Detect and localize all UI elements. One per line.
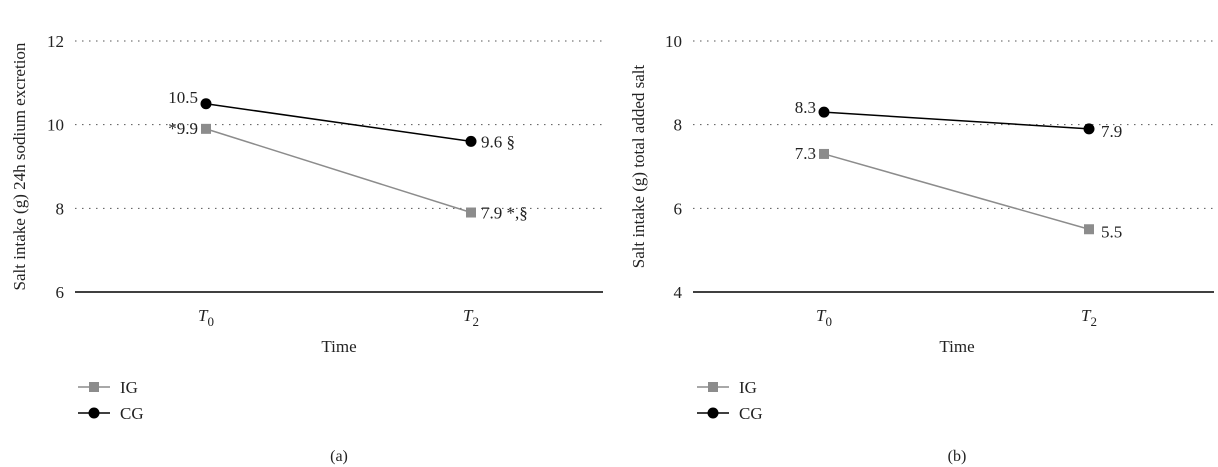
y-tick-label: 6 [674, 199, 683, 218]
x-axis-title: Time [939, 337, 974, 356]
y-axis-title: Salt intake (g) 24h sodium excretion [10, 42, 29, 290]
y-tick-label: 10 [47, 116, 64, 135]
y-axis-title: Salt intake (g) total added salt [629, 64, 648, 268]
series-line-ig [823, 153, 1090, 230]
chart-panel-a: 6 8 10 12 Salt intake (g) 24h sodium excreti… [10, 32, 603, 465]
y-tick-label: 8 [674, 116, 683, 135]
data-label: 7.9 [1101, 122, 1122, 141]
legend-marker-ig [708, 382, 718, 392]
x-tick-label: T0 [816, 306, 832, 329]
legend-label-cg: CG [120, 404, 144, 423]
x-axis-title: Time [321, 337, 356, 356]
data-label: 5.5 [1101, 222, 1122, 241]
chart-panel-b: 4 6 8 10 Salt intake (g) total added salt T0 T… [629, 32, 1214, 465]
x-tick-label: T2 [463, 306, 479, 329]
data-label: 7.9 *,§ [481, 204, 528, 223]
panel-label: (a) [330, 448, 348, 465]
series-line-cg [823, 111, 1090, 130]
data-point-cg [200, 98, 212, 110]
legend-label-ig: IG [120, 378, 138, 397]
panel-label: (b) [948, 448, 967, 465]
y-tick-label: 6 [56, 283, 65, 302]
data-label: 7.3 [795, 144, 816, 163]
y-tick-label: 12 [47, 32, 64, 51]
legend-label-cg: CG [739, 404, 763, 423]
y-tick-label: 10 [665, 32, 682, 51]
legend-marker-ig [89, 382, 99, 392]
data-point-cg [1083, 123, 1095, 135]
legend-marker-cg [707, 407, 719, 419]
data-point-cg [465, 135, 477, 147]
data-point-ig [201, 123, 211, 134]
data-point-cg [818, 106, 830, 118]
data-point-ig [1084, 224, 1094, 235]
data-point-ig [819, 148, 829, 159]
y-tick-label: 4 [674, 283, 683, 302]
legend-label-ig: IG [739, 378, 757, 397]
data-label: *9.9 [168, 119, 198, 138]
data-label: 8.3 [795, 98, 816, 117]
x-tick-label: T2 [1081, 306, 1097, 329]
data-label: 9.6 § [481, 132, 515, 151]
data-label: 10.5 [168, 88, 198, 107]
x-tick-label: T0 [198, 306, 214, 329]
legend-marker-cg [88, 407, 100, 419]
data-point-ig [466, 207, 476, 218]
series-line-ig [205, 128, 472, 214]
series-line-cg [205, 103, 472, 143]
y-tick-label: 8 [56, 199, 65, 218]
